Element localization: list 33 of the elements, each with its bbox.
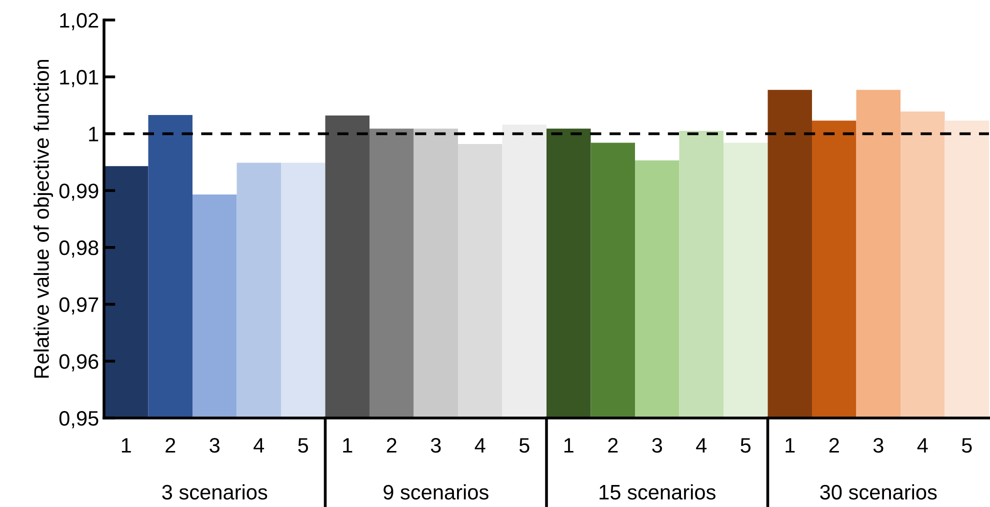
text: 3 scenarios bbox=[162, 484, 268, 500]
x-tick-label: 3 bbox=[652, 438, 662, 453]
text: 15 scenarios bbox=[600, 484, 716, 500]
x-tick-label: 5 bbox=[962, 438, 972, 453]
x-tick-label: 3 bbox=[210, 438, 220, 453]
x-tick-label: 2 bbox=[829, 438, 839, 453]
x-tick-label: 5 bbox=[740, 438, 751, 453]
text: 30 scenarios bbox=[820, 484, 937, 500]
x-tick-label: 5 bbox=[298, 438, 308, 453]
y-tick-label: 1,02 bbox=[60, 13, 98, 30]
x-tick-label: 4 bbox=[474, 438, 486, 453]
y-tick-label: 1,01 bbox=[60, 70, 98, 88]
y-tick-label: 0,95 bbox=[59, 411, 98, 428]
x-tick-label: 1 bbox=[343, 438, 352, 453]
x-tick-label: 3 bbox=[873, 438, 884, 453]
y-tick-label: 0,98 bbox=[59, 240, 98, 258]
y-tick-label: 0,99 bbox=[59, 184, 98, 201]
y-tick-label: 0,96 bbox=[59, 354, 98, 372]
y-axis-title: Relative value of objective function bbox=[34, 60, 54, 378]
y-tick-label: 1 bbox=[89, 126, 98, 142]
x-tick-label: 4 bbox=[696, 438, 707, 453]
x-tick-label: 4 bbox=[917, 438, 928, 453]
text: 9 scenarios bbox=[384, 484, 488, 500]
x-tick-label: 2 bbox=[386, 438, 396, 453]
x-tick-label: 2 bbox=[166, 438, 176, 453]
x-tick-label: 1 bbox=[786, 438, 795, 453]
x-tick-label: 5 bbox=[519, 438, 530, 453]
x-tick-label: 3 bbox=[430, 438, 441, 453]
x-tick-label: 2 bbox=[608, 438, 618, 453]
x-tick-label: 4 bbox=[254, 438, 264, 453]
y-tick-label: 0,97 bbox=[59, 297, 98, 314]
x-tick-label: 1 bbox=[122, 438, 131, 453]
x-tick-label: 1 bbox=[564, 438, 574, 453]
